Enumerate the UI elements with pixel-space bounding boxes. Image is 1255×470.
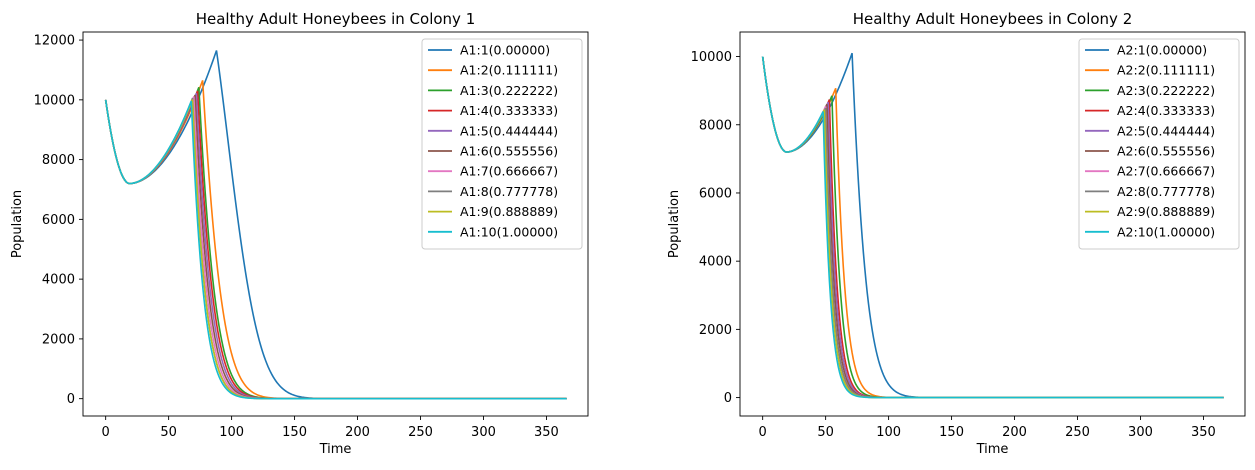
- y-axis-label: Population: [667, 190, 682, 258]
- legend-box: [421, 38, 583, 250]
- legend-entry: A1:9(0.888889): [460, 204, 558, 219]
- legend-entry: A2:8(0.777778): [1117, 184, 1215, 199]
- x-tick-label: 350: [534, 425, 559, 440]
- y-tick-label: 0: [67, 392, 75, 407]
- x-tick-label: 0: [102, 425, 110, 440]
- legend-entry: A2:10(1.00000): [1117, 224, 1215, 239]
- legend-box: [1078, 38, 1240, 250]
- x-tick-label: 150: [939, 425, 964, 440]
- x-tick-label: 50: [817, 425, 834, 440]
- x-tick-label: 100: [876, 425, 901, 440]
- legend-entry: A1:8(0.777778): [460, 184, 558, 199]
- y-tick-label: 10000: [691, 50, 732, 65]
- legend-entry: A1:5(0.444444): [460, 123, 558, 138]
- legend-entry: A1:6(0.555556): [460, 144, 558, 159]
- legend: A1:1(0.00000) A1:2(0.111111) A1:3(0.222222…: [421, 38, 583, 250]
- x-tick-label: 300: [1128, 425, 1153, 440]
- legend-entry: A1:10(1.00000): [460, 224, 558, 239]
- y-tick-label: 6000: [42, 213, 75, 228]
- x-tick-label: 200: [1002, 425, 1027, 440]
- y-tick-label: 2000: [699, 323, 732, 338]
- chart-panel-1: 0 50 100 150 200 250 300 350 0 2000 4000 6000 8000 10…: [10, 10, 589, 457]
- x-tick-label: 200: [345, 425, 370, 440]
- x-tick-label: 250: [408, 425, 433, 440]
- axes-frame: [82, 31, 589, 417]
- legend-entry: A1:2(0.111111): [460, 63, 558, 78]
- y-axis-label: Population: [10, 190, 25, 258]
- legend-entry: A2:4(0.333333): [1117, 103, 1215, 118]
- chart-panel-2: 0 50 100 150 200 250 300 350 0 2000 4000 6000 8000 10…: [667, 10, 1246, 457]
- y-tick-label: 2000: [42, 332, 75, 347]
- series-line-10: [761, 56, 1224, 399]
- y-tick-label: 0: [724, 391, 732, 406]
- x-axis-label: Time: [976, 442, 1009, 457]
- legend-entry: A2:3(0.222222): [1117, 83, 1215, 98]
- y-tick-label: 4000: [699, 255, 732, 270]
- legend-entry: A2:2(0.111111): [1117, 63, 1215, 78]
- x-tick-label: 300: [471, 425, 496, 440]
- x-tick-label: 250: [1065, 425, 1090, 440]
- x-axis-label: Time: [319, 442, 352, 457]
- legend: A2:1(0.00000) A2:2(0.111111) A2:3(0.222222…: [1078, 38, 1240, 250]
- x-tick-label: 150: [282, 425, 307, 440]
- y-tick-label: 6000: [699, 186, 732, 201]
- y-tick-label: 12000: [34, 34, 75, 49]
- chart-title: Healthy Adult Honeybees in Colony 2: [853, 10, 1133, 28]
- x-tick-label: 350: [1191, 425, 1216, 440]
- legend-entry: A2:9(0.888889): [1117, 204, 1215, 219]
- chart-title: Healthy Adult Honeybees in Colony 1: [196, 10, 476, 28]
- y-tick-label: 10000: [34, 93, 75, 108]
- x-tick-label: 0: [759, 425, 767, 440]
- legend-entry: A1:1(0.00000): [460, 43, 550, 58]
- y-tick-label: 8000: [42, 153, 75, 168]
- legend-entry: A1:3(0.222222): [460, 83, 558, 98]
- x-tick-label: 100: [219, 425, 244, 440]
- legend-entry: A2:7(0.666667): [1117, 164, 1215, 179]
- legend-entry: A2:1(0.00000): [1117, 43, 1207, 58]
- legend-entry: A1:7(0.666667): [460, 164, 558, 179]
- y-tick-label: 4000: [42, 273, 75, 288]
- legend-entry: A2:5(0.444444): [1117, 123, 1215, 138]
- legend-entry: A1:4(0.333333): [460, 103, 558, 118]
- y-tick-label: 8000: [699, 118, 732, 133]
- series-line-10: [104, 99, 567, 400]
- legend-entry: A2:6(0.555556): [1117, 144, 1215, 159]
- x-tick-label: 50: [160, 425, 177, 440]
- axes-frame: [739, 31, 1246, 417]
